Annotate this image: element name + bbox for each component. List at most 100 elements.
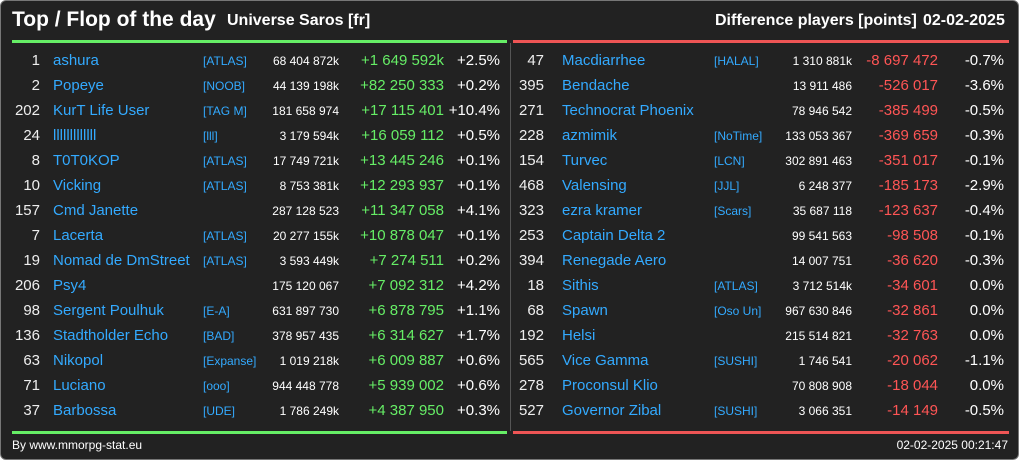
page-title: Top / Flop of the day	[12, 8, 216, 31]
header: Top / Flop of the day Universe Saros [fr…	[1, 1, 1018, 41]
top-row: 2 Popeye [NOOB] 44 139 198k +82 250 333 +0.2%	[1, 73, 510, 98]
player-rank: 1	[31, 52, 40, 69]
player-score: 133 053 367	[785, 129, 852, 143]
score-difference: -32 763	[887, 327, 938, 344]
percent-change: +0.1%	[457, 227, 500, 244]
player-score: 181 658 974	[272, 104, 339, 118]
alliance-tag-link[interactable]: [Oso Un]	[714, 304, 762, 318]
percent-change: 0.0%	[969, 277, 1004, 294]
player-name-link[interactable]: Vicking	[53, 177, 102, 194]
player-score: 6 248 377	[798, 179, 852, 193]
player-name-link[interactable]: Valensing	[562, 177, 627, 194]
percent-change: +1.1%	[457, 302, 500, 319]
alliance-tag-link[interactable]: [Scars]	[714, 204, 752, 218]
alliance-tag-link[interactable]: [Expanse]	[203, 354, 257, 368]
alliance-tag-link[interactable]: [ATLAS]	[203, 254, 247, 268]
score-difference: -18 044	[887, 377, 938, 394]
alliance-tag-link[interactable]: [NoTime]	[714, 129, 763, 143]
alliance-tag-link[interactable]: [JJL]	[714, 179, 740, 193]
player-rank: 68	[527, 302, 544, 319]
alliance-tag-link[interactable]: [ATLAS]	[203, 54, 247, 68]
player-name-link[interactable]: Helsi	[562, 327, 596, 344]
alliance-tag-link[interactable]: [ATLAS]	[203, 229, 247, 243]
player-name-link[interactable]: Nomad de DmStreet	[53, 252, 190, 269]
score-difference: -14 149	[887, 402, 938, 419]
player-name-link[interactable]: Luciano	[53, 377, 106, 394]
alliance-tag-link[interactable]: [BAD]	[203, 329, 235, 343]
player-name-link[interactable]: ezra kramer	[562, 202, 643, 219]
alliance-tag-link[interactable]: [SUSHI]	[714, 404, 758, 418]
alliance-tag-link[interactable]: [UDE]	[203, 404, 236, 418]
player-name-link[interactable]: T0T0KOP	[53, 152, 120, 169]
player-rank: 98	[23, 302, 40, 319]
player-rank: 136	[14, 327, 40, 344]
player-name-link[interactable]: Bendache	[562, 77, 630, 94]
player-name-link[interactable]: Technocrat Phoenix	[562, 102, 694, 119]
player-name-link[interactable]: Sergent Poulhuk	[53, 302, 164, 319]
score-difference: +10 878 047	[360, 227, 444, 244]
alliance-tag-link[interactable]: [ooo]	[203, 379, 230, 393]
player-name-link[interactable]: Sithis	[562, 277, 599, 294]
alliance-tag-link[interactable]: [E-A]	[203, 304, 230, 318]
percent-change: +4.2%	[457, 277, 500, 294]
player-score: 35 687 118	[792, 204, 852, 218]
player-score: 17 749 721k	[272, 154, 339, 168]
percent-change: +0.1%	[457, 152, 500, 169]
alliance-tag-link[interactable]: [ATLAS]	[203, 179, 247, 193]
score-difference: +5 939 002	[368, 377, 445, 394]
score-difference: -98 508	[887, 227, 938, 244]
player-name-link[interactable]: Psy4	[53, 277, 87, 294]
flop-row: 527 Governor Zibal [SUSHI] 3 066 351 -14 149…	[511, 398, 1018, 423]
top-row: 19 Nomad de DmStreet [ATLAS] 3 593 449k +7 2…	[1, 248, 510, 273]
player-name-link[interactable]: Lacerta	[53, 227, 104, 244]
alliance-tag-link[interactable]: [LCN]	[714, 154, 745, 168]
alliance-tag-link[interactable]: [HALAL]	[714, 54, 759, 68]
player-rank: 157	[14, 202, 40, 219]
top-row: 157 Cmd Janette 287 128 523 +11 347 058 +4.1…	[1, 198, 510, 223]
player-name-link[interactable]: KurT Life User	[53, 102, 150, 119]
flop-row: 394 Renegade Aero 14 007 751 -36 620 -0.3%	[511, 248, 1018, 273]
player-score: 68 404 872k	[272, 54, 339, 68]
player-name-link[interactable]: Renegade Aero	[562, 252, 667, 269]
percent-change: -0.3%	[964, 252, 1004, 269]
player-name-link[interactable]: Nikopol	[53, 352, 104, 369]
score-difference: -351 017	[878, 152, 938, 169]
player-name-link[interactable]: Popeye	[53, 77, 104, 94]
alliance-tag-link[interactable]: [TAG M]	[203, 104, 247, 118]
credit-link[interactable]: By www.mmorpg-stat.eu	[12, 438, 143, 452]
player-name-link[interactable]: Proconsul Klio	[562, 377, 658, 394]
top-row: 1 ashura [ATLAS] 68 404 872k +1 649 592k +2.5…	[1, 48, 510, 73]
alliance-tag-link[interactable]: [SUSHI]	[714, 354, 758, 368]
flop-row: 68 Spawn [Oso Un] 967 630 846 -32 861 0.0%	[511, 298, 1018, 323]
flop-row: 278 Proconsul Klio 70 808 908 -18 044 0.0%	[511, 373, 1018, 398]
player-rank: 24	[23, 127, 40, 144]
player-score: 302 891 463	[785, 154, 852, 168]
alliance-tag-link[interactable]: [lll]	[203, 129, 218, 143]
alliance-tag-link[interactable]: [ATLAS]	[203, 154, 247, 168]
universe-label: Universe Saros [fr]	[227, 12, 371, 29]
player-name-link[interactable]: Stadtholder Echo	[53, 327, 169, 344]
top-row: 202 KurT Life User [TAG M] 181 658 974 +17 1…	[1, 98, 510, 123]
alliance-tag-link[interactable]: [NOOB]	[203, 79, 246, 93]
metric-label: Difference players [points]	[715, 12, 917, 29]
player-name-link[interactable]: Vice Gamma	[562, 352, 649, 369]
score-difference: +11 347 058	[361, 202, 444, 219]
player-name-link[interactable]: azmimik	[562, 127, 617, 144]
player-name-link[interactable]: Governor Zibal	[562, 402, 662, 419]
player-rank: 7	[31, 227, 40, 244]
alliance-tag-link[interactable]: [ATLAS]	[714, 279, 758, 293]
player-rank: 228	[518, 127, 544, 144]
player-name-link[interactable]: Barbossa	[53, 402, 117, 419]
percent-change: +2.5%	[457, 52, 500, 69]
percent-change: -0.4%	[964, 202, 1004, 219]
player-name-link[interactable]: ashura	[53, 52, 99, 69]
player-name-link[interactable]: Spawn	[562, 302, 608, 319]
player-name-link[interactable]: lllllllllllll	[53, 127, 97, 144]
player-name-link[interactable]: Captain Delta 2	[562, 227, 666, 244]
player-name-link[interactable]: Turvec	[562, 152, 608, 169]
player-name-link[interactable]: Cmd Janette	[53, 202, 139, 219]
player-name-link[interactable]: Macdiarrhee	[562, 52, 646, 69]
player-score: 78 946 542	[791, 104, 852, 118]
player-rank: 527	[518, 402, 544, 419]
player-rank: 395	[518, 77, 544, 94]
